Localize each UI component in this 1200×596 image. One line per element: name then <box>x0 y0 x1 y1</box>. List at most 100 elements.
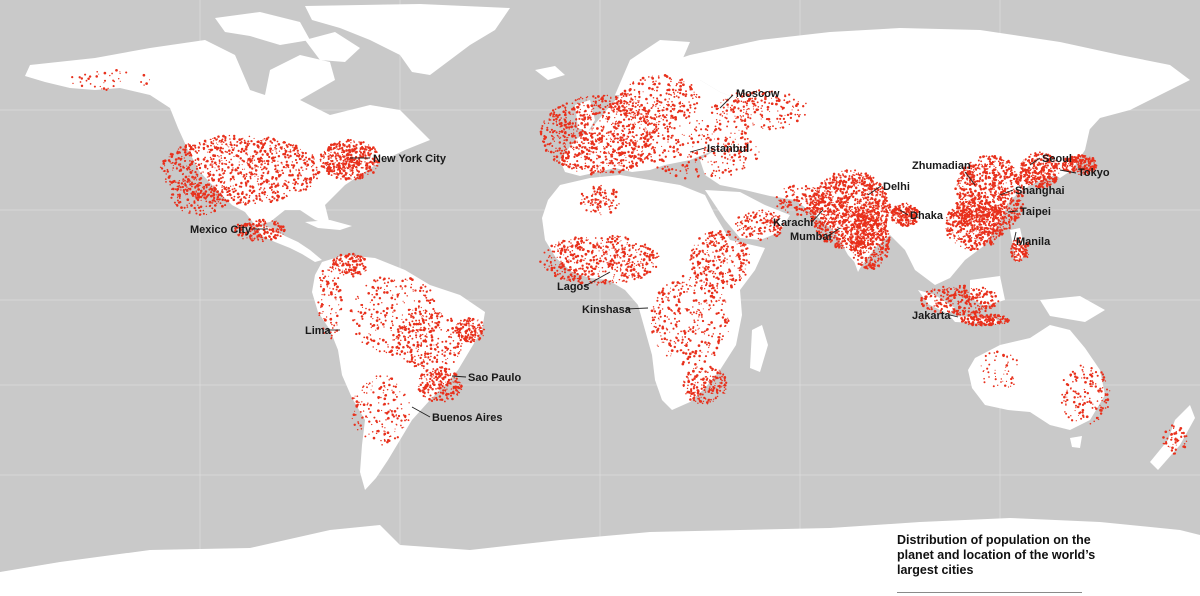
population-dot <box>305 156 308 159</box>
population-dot <box>561 156 564 159</box>
population-dot <box>618 164 620 166</box>
population-dot <box>340 257 342 259</box>
population-dot <box>470 330 473 332</box>
population-dot <box>243 141 247 144</box>
population-dot <box>370 315 373 318</box>
population-dot <box>197 146 201 149</box>
population-dot <box>473 339 476 341</box>
population-dot <box>427 356 430 359</box>
population-dot <box>282 165 286 169</box>
population-dot <box>570 113 572 115</box>
landmasses <box>0 4 1200 596</box>
population-dot <box>193 201 196 204</box>
population-dot <box>598 138 601 142</box>
population-dot <box>318 314 321 317</box>
population-dot <box>305 168 308 170</box>
population-dot <box>652 97 655 99</box>
population-dot <box>444 346 448 350</box>
population-dot <box>436 368 439 371</box>
population-dot <box>580 156 582 158</box>
population-dot <box>335 157 338 160</box>
population-dot <box>435 315 439 318</box>
population-dot <box>182 165 184 168</box>
population-dot <box>261 218 265 222</box>
population-dot <box>665 107 669 111</box>
population-dot <box>176 199 179 202</box>
population-dot <box>666 127 669 131</box>
population-dot <box>263 233 266 236</box>
population-dot <box>354 395 356 397</box>
population-dot <box>180 189 182 191</box>
population-dot <box>676 150 678 152</box>
population-dot <box>755 157 758 161</box>
population-dot <box>275 169 277 171</box>
population-dot <box>350 174 352 177</box>
population-dot <box>818 198 821 200</box>
population-dot <box>562 160 565 162</box>
population-dot <box>630 97 632 99</box>
population-dot <box>258 198 262 201</box>
population-dot <box>788 123 790 126</box>
population-dot <box>591 129 593 131</box>
population-dot <box>715 160 718 163</box>
population-dot <box>336 285 339 289</box>
population-dot <box>381 338 385 342</box>
population-dot <box>219 180 223 184</box>
population-dot <box>356 163 358 166</box>
population-dot <box>271 227 275 231</box>
population-dot <box>356 428 359 431</box>
population-dot <box>669 110 673 113</box>
population-dot <box>377 429 380 433</box>
population-dot <box>335 312 337 314</box>
population-dot <box>612 167 615 170</box>
population-dot <box>447 392 450 396</box>
population-dot <box>209 164 212 166</box>
population-dot <box>628 130 632 134</box>
population-dot <box>782 106 784 108</box>
population-dot <box>194 150 197 153</box>
population-dot <box>273 197 276 200</box>
population-dot <box>721 115 724 117</box>
population-dot <box>457 391 460 394</box>
population-dot <box>409 335 412 337</box>
population-dot <box>315 173 317 176</box>
population-dot <box>400 339 402 342</box>
population-dot <box>614 167 617 170</box>
population-dot <box>202 146 205 149</box>
population-dot <box>400 424 402 427</box>
population-dot <box>321 312 323 314</box>
population-dot <box>609 161 612 164</box>
population-dot <box>220 157 223 159</box>
population-dot <box>245 175 248 178</box>
population-dot <box>277 231 280 234</box>
population-dot <box>570 133 573 135</box>
population-dot <box>718 177 721 179</box>
population-dot <box>269 140 272 143</box>
population-dot <box>824 194 827 197</box>
population-dot <box>465 322 468 325</box>
population-dot <box>243 139 246 142</box>
population-dot <box>194 186 197 189</box>
population-dot <box>367 402 369 405</box>
population-dot <box>411 337 414 340</box>
population-dot <box>596 164 599 167</box>
population-dot <box>594 138 597 141</box>
population-dot <box>716 121 719 123</box>
population-dot <box>549 150 553 154</box>
population-dot <box>622 133 626 137</box>
population-dot <box>276 234 279 237</box>
population-dot <box>661 167 664 171</box>
population-dot <box>213 190 216 193</box>
population-dot <box>361 306 364 308</box>
population-dot <box>289 149 292 151</box>
population-dot <box>372 436 376 440</box>
population-dot <box>362 313 365 316</box>
population-dot <box>261 238 264 241</box>
population-dot <box>202 212 205 215</box>
population-dot <box>329 287 331 289</box>
population-dot <box>298 172 301 175</box>
population-dot <box>299 189 302 192</box>
landmass-arabia <box>705 190 790 240</box>
population-dot <box>450 336 453 339</box>
population-dot <box>603 112 605 114</box>
